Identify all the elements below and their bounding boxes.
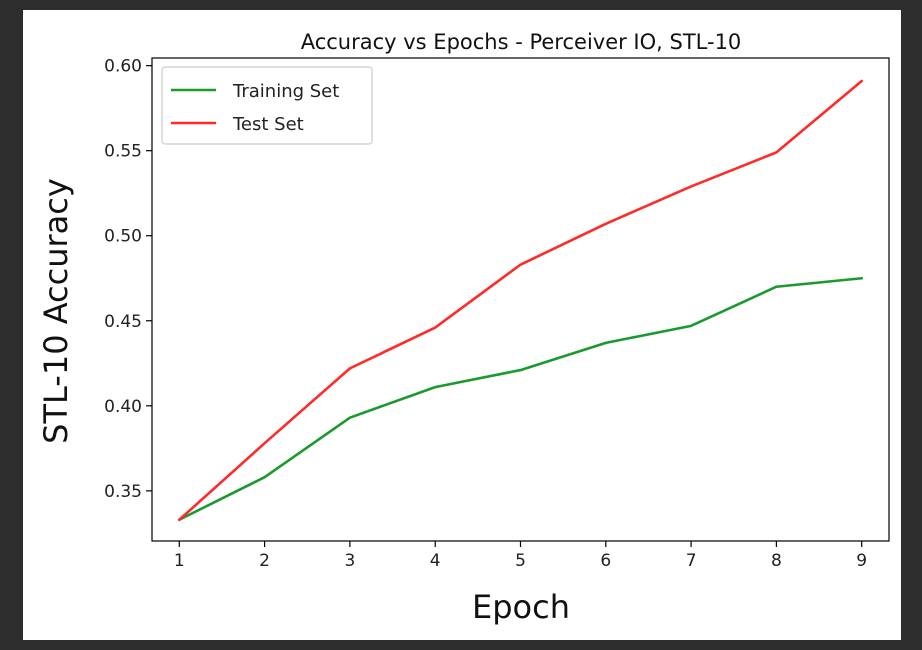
legend-label-0: Training Set (232, 81, 339, 102)
x-tick-label: 4 (430, 551, 441, 571)
legend-label-1: Test Set (232, 114, 304, 135)
x-tick-label: 5 (515, 551, 526, 571)
figure-canvas: Accuracy vs Epochs - Perceiver IO, STL-1… (23, 10, 901, 640)
x-tick-label: 1 (174, 551, 185, 571)
legend: Training Set Test Set (161, 66, 373, 145)
line-chart: Accuracy vs Epochs - Perceiver IO, STL-1… (37, 30, 890, 626)
x-tick-label: 7 (686, 551, 697, 571)
x-tick-label: 2 (259, 551, 270, 571)
x-axis-ticks: 1 2 3 4 5 6 7 8 9 (174, 541, 867, 571)
y-axis-label: STL-10 Accuracy (37, 178, 75, 444)
y-tick-label: 0.60 (104, 57, 142, 77)
x-tick-label: 6 (600, 551, 611, 571)
y-axis-ticks: 0.35 0.40 0.45 0.50 0.55 0.60 (104, 57, 152, 502)
x-axis-label: Epoch (472, 588, 570, 626)
y-tick-label: 0.40 (104, 397, 142, 417)
x-tick-label: 3 (344, 551, 355, 571)
series-line-1 (178, 79, 864, 522)
chart-title: Accuracy vs Epochs - Perceiver IO, STL-1… (301, 30, 742, 54)
x-tick-label: 8 (771, 551, 782, 571)
y-tick-label: 0.45 (104, 312, 142, 332)
x-tick-label: 9 (856, 551, 867, 571)
y-tick-label: 0.35 (104, 482, 142, 502)
y-tick-label: 0.55 (104, 142, 142, 162)
series-line-0 (178, 276, 864, 522)
y-tick-label: 0.50 (104, 227, 142, 247)
legend-box (161, 66, 373, 145)
